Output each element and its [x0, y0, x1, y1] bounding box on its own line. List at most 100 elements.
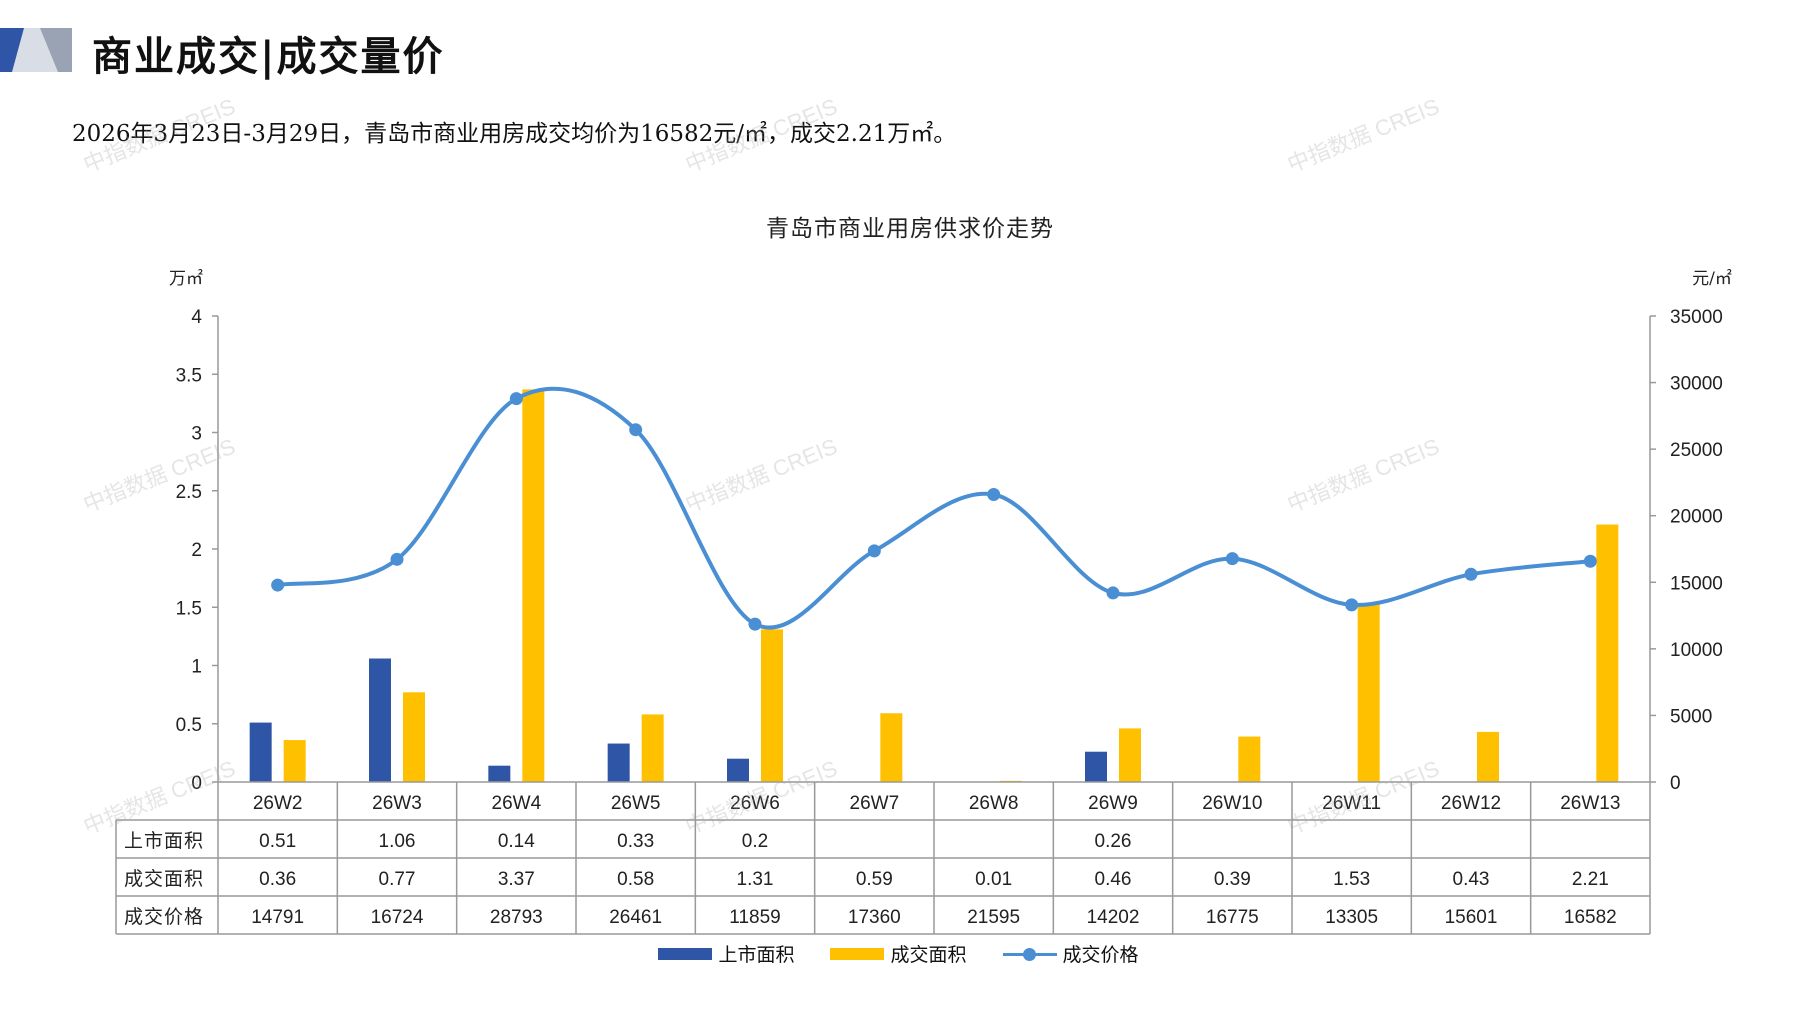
bar-sales-26W4 [522, 389, 545, 782]
price-point-26W7 [867, 544, 881, 558]
right-tick-label: 30000 [1670, 374, 1723, 395]
table-cell: 0.2 [742, 831, 768, 852]
price-line [277, 386, 1591, 630]
bar-supply-26W5 [607, 743, 630, 782]
right-tick-label: 35000 [1670, 307, 1723, 328]
table-cell: 0.01 [975, 869, 1012, 890]
legend-label-sales: 成交面积 [890, 944, 967, 966]
x-tick-label: 26W6 [730, 793, 780, 814]
table-cell: 16775 [1206, 907, 1259, 928]
left-tick-label: 1.5 [176, 598, 202, 619]
bar-sales-26W9 [1119, 728, 1141, 782]
table-cell: 15601 [1445, 907, 1498, 928]
price-point-26W11 [1345, 598, 1359, 612]
x-tick-label: 26W13 [1560, 793, 1620, 814]
table-cell: 11859 [729, 907, 780, 928]
bar-sales-26W5 [641, 714, 664, 782]
table-cell: 16724 [371, 907, 424, 928]
bar-sales-26W10 [1238, 736, 1261, 782]
x-tick-label: 26W11 [1322, 793, 1381, 814]
bar-supply-26W3 [369, 658, 391, 782]
legend-swatch-supply [658, 947, 713, 960]
bar-sales-26W11 [1357, 603, 1380, 782]
legend-swatch-sales [830, 947, 885, 960]
summary-text: 2026年3月23日-3月29日，青岛市商业用房成交均价为16582元/㎡，成交… [72, 121, 957, 147]
right-tick-label: 5000 [1670, 706, 1712, 727]
page-title: 商业成交|成交量价 [92, 33, 445, 80]
bar-sales-26W2 [283, 740, 306, 782]
price-point-26W3 [390, 552, 404, 566]
left-tick-label: 4 [191, 307, 202, 328]
price-point-26W12 [1464, 567, 1478, 581]
chart-title: 青岛市商业用房供求价走势 [766, 216, 1054, 242]
table-cell: 28793 [490, 907, 543, 928]
right-tick-label: 20000 [1670, 507, 1723, 528]
left-tick-label: 0 [191, 773, 202, 794]
x-tick-label: 26W9 [1088, 793, 1138, 814]
left-tick-label: 3.5 [176, 365, 202, 386]
table-cell: 0.77 [379, 869, 416, 890]
table-cell: 16582 [1564, 907, 1617, 928]
x-tick-label: 26W12 [1441, 793, 1501, 814]
bar-sales-26W6 [761, 629, 783, 782]
legend-label-price: 成交价格 [1062, 944, 1139, 966]
price-point-26W13 [1583, 554, 1597, 568]
right-tick-label: 25000 [1670, 440, 1723, 461]
left-tick-label: 1 [191, 657, 202, 678]
table-cell: 21595 [967, 907, 1020, 928]
table-cell: 1.06 [379, 831, 416, 852]
price-point-26W6 [748, 617, 762, 631]
table-cell: 0.46 [1095, 869, 1132, 890]
price-point-26W4 [509, 392, 523, 406]
table-row-label: 上市面积 [124, 830, 204, 852]
bar-supply-26W9 [1085, 751, 1107, 782]
table-cell: 0.33 [617, 831, 654, 852]
bar-sales-26W13 [1596, 524, 1619, 782]
table-cell: 0.58 [617, 869, 654, 890]
table-cell: 17360 [848, 907, 901, 928]
table-cell: 0.43 [1453, 869, 1490, 890]
table-row-label: 成交面积 [124, 868, 204, 890]
x-tick-label: 26W8 [969, 793, 1019, 814]
bar-supply-26W2 [249, 722, 272, 782]
table-cell: 0.26 [1095, 831, 1132, 852]
x-tick-label: 26W3 [372, 793, 422, 814]
table-cell: 0.36 [259, 869, 296, 890]
price-point-26W9 [1106, 586, 1120, 600]
bar-sales-26W3 [403, 692, 425, 782]
table-cell: 26461 [609, 907, 662, 928]
x-tick-label: 26W7 [850, 793, 900, 814]
table-cell: 0.51 [259, 831, 296, 852]
left-tick-label: 0.5 [176, 715, 202, 736]
right-axis-unit: 元/㎡ [1692, 269, 1732, 289]
x-tick-label: 26W2 [253, 793, 303, 814]
price-point-26W5 [629, 423, 643, 437]
right-tick-label: 10000 [1670, 640, 1723, 661]
table-cell: 0.59 [856, 869, 893, 890]
chart-legend: 上市面积 成交面积 成交价格 [0, 940, 1797, 967]
table-cell: 3.37 [498, 869, 535, 890]
x-tick-label: 26W10 [1202, 793, 1262, 814]
bar-sales-26W12 [1477, 731, 1499, 782]
table-cell: 13305 [1325, 907, 1378, 928]
table-cell: 14202 [1087, 907, 1140, 928]
legend-label-supply: 上市面积 [718, 944, 795, 966]
legend-item-supply: 上市面积 [658, 940, 794, 967]
price-point-26W2 [271, 578, 285, 592]
header-decoration [0, 28, 72, 72]
price-point-26W10 [1225, 552, 1239, 566]
left-axis-unit: 万㎡ [169, 269, 203, 289]
left-tick-label: 2 [191, 540, 202, 561]
table-cell: 0.14 [498, 831, 535, 852]
right-tick-label: 15000 [1670, 573, 1723, 594]
table-row-label: 成交价格 [124, 906, 204, 928]
price-point-26W8 [987, 487, 1001, 501]
table-cell: 0.39 [1214, 869, 1251, 890]
table-cell: 1.53 [1333, 869, 1370, 890]
bar-supply-26W6 [727, 758, 749, 782]
legend-swatch-price [1002, 946, 1057, 962]
table-cell: 14791 [251, 907, 304, 928]
table-cell: 2.21 [1572, 869, 1609, 890]
legend-item-sales: 成交面积 [830, 940, 967, 967]
